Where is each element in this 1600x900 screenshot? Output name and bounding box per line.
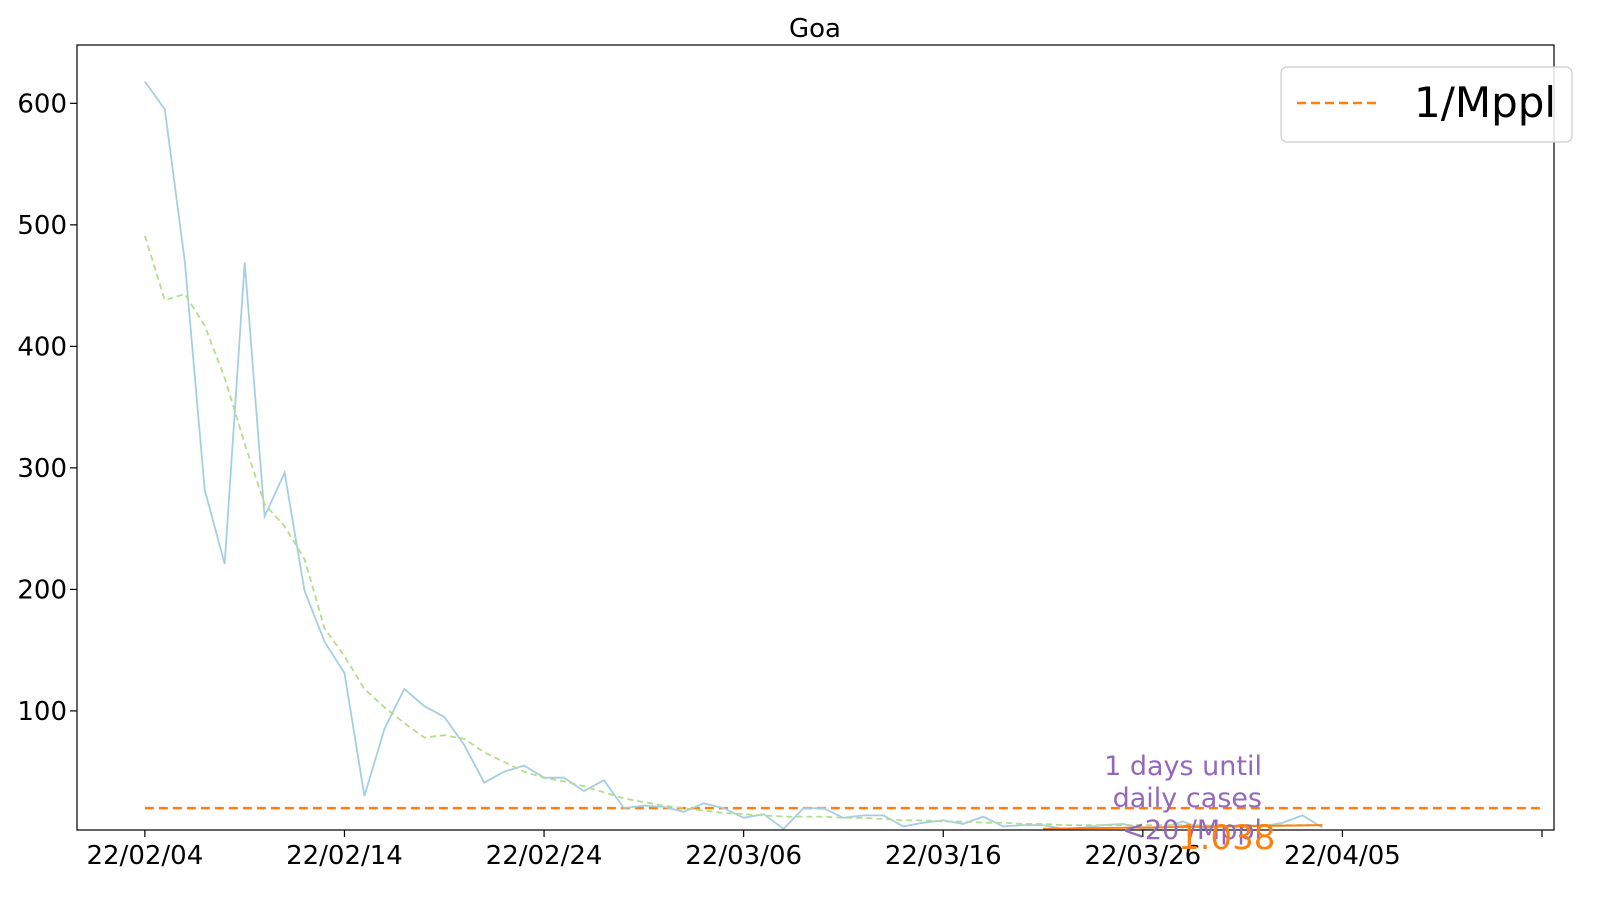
legend: 1/Mppl	[1280, 66, 1573, 143]
x-tick-label: 22/02/14	[286, 841, 403, 871]
y-tick-label: 500	[17, 211, 67, 241]
x-tick-label: 22/03/16	[885, 841, 1002, 871]
annotation-days-line: <20 /Mppl	[1122, 815, 1262, 846]
plot-frame	[76, 44, 1555, 831]
x-tick-label: 22/02/04	[86, 841, 203, 871]
x-tick-label: 22/02/24	[486, 841, 603, 871]
annotation-days-line: 1 days until	[1104, 751, 1262, 782]
x-tick-label: 22/04/05	[1284, 841, 1401, 871]
x-tick-label: 22/03/06	[685, 841, 802, 871]
series-line-1	[144, 235, 1323, 828]
y-tick-label: 100	[17, 697, 67, 727]
annotation-growth-rate: 1.038	[1178, 818, 1275, 858]
chart-title: Goa	[789, 14, 841, 44]
y-tick-label: 600	[17, 89, 67, 119]
plot-marks	[144, 80, 1543, 830]
axes: 22/02/04 22/02/14 22/02/24 22/03/06 22/03/16…	[17, 89, 1543, 871]
x-tick-label: 22/03/26	[1084, 841, 1201, 871]
projection-line	[1043, 824, 1323, 830]
y-tick-label: 200	[17, 575, 67, 605]
y-tick-label: 400	[17, 332, 67, 362]
legend-label: 1/Mppl	[1414, 78, 1556, 127]
y-tick-label: 300	[17, 454, 67, 484]
legend-box	[1280, 66, 1573, 143]
annotation-days-line: daily cases	[1113, 783, 1262, 814]
